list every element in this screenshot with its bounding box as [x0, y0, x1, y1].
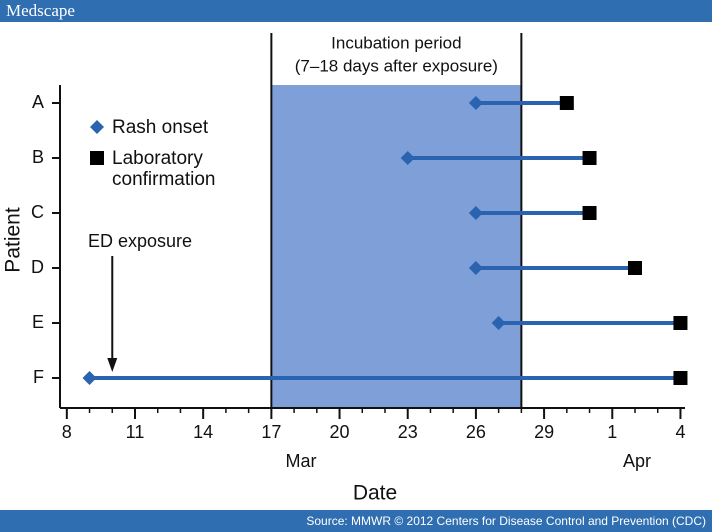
- x-tick-label: 23: [398, 422, 418, 442]
- annotation: ED exposure: [88, 231, 192, 251]
- y-tick-label: B: [32, 147, 44, 167]
- rash-marker: [491, 316, 506, 330]
- legend-marker: [90, 151, 104, 165]
- lab-marker: [582, 151, 597, 165]
- rash-marker: [82, 371, 97, 385]
- lab-marker: [582, 206, 597, 220]
- annotation: (7–18 days after exposure): [295, 56, 498, 75]
- x-tick-label: 11: [126, 422, 145, 442]
- legend-label: Laboratory confirmation: [112, 148, 216, 190]
- incubation-shade: [271, 85, 522, 408]
- legend-marker: [90, 120, 104, 134]
- y-tick-label: E: [32, 312, 44, 332]
- x-tick-label: 29: [534, 422, 554, 442]
- rash-marker: [400, 151, 415, 165]
- month-label: Apr: [623, 451, 651, 471]
- footer: Source: MMWR © 2012 Centers for Disease …: [0, 510, 712, 532]
- rash-marker: [468, 261, 483, 275]
- lab-marker: [673, 316, 688, 330]
- rash-marker: [468, 96, 483, 110]
- legend-label: Rash onset: [112, 117, 209, 138]
- x-tick-label: 20: [330, 422, 350, 442]
- lab-marker: [628, 261, 642, 275]
- x-axis-label: Date: [353, 482, 397, 505]
- month-label: Mar: [286, 451, 317, 471]
- x-tick-label: 14: [193, 422, 213, 442]
- x-tick-label: 17: [261, 422, 281, 442]
- rash-marker: [468, 206, 483, 220]
- y-tick-label: D: [31, 257, 44, 277]
- y-tick-label: C: [31, 202, 44, 222]
- y-tick-label: F: [33, 367, 44, 387]
- header: Medscape: [0, 0, 712, 22]
- lab-marker: [559, 96, 574, 110]
- arrow-head: [107, 358, 118, 372]
- x-tick-label: 26: [466, 422, 486, 442]
- y-axis-label: Patient: [2, 207, 25, 273]
- y-tick-label: A: [32, 92, 44, 112]
- x-tick-label: 1: [607, 422, 617, 442]
- x-tick-label: 4: [675, 422, 685, 442]
- x-tick-label: 8: [62, 422, 72, 442]
- annotation: Incubation period: [331, 33, 461, 52]
- lab-marker: [673, 371, 688, 385]
